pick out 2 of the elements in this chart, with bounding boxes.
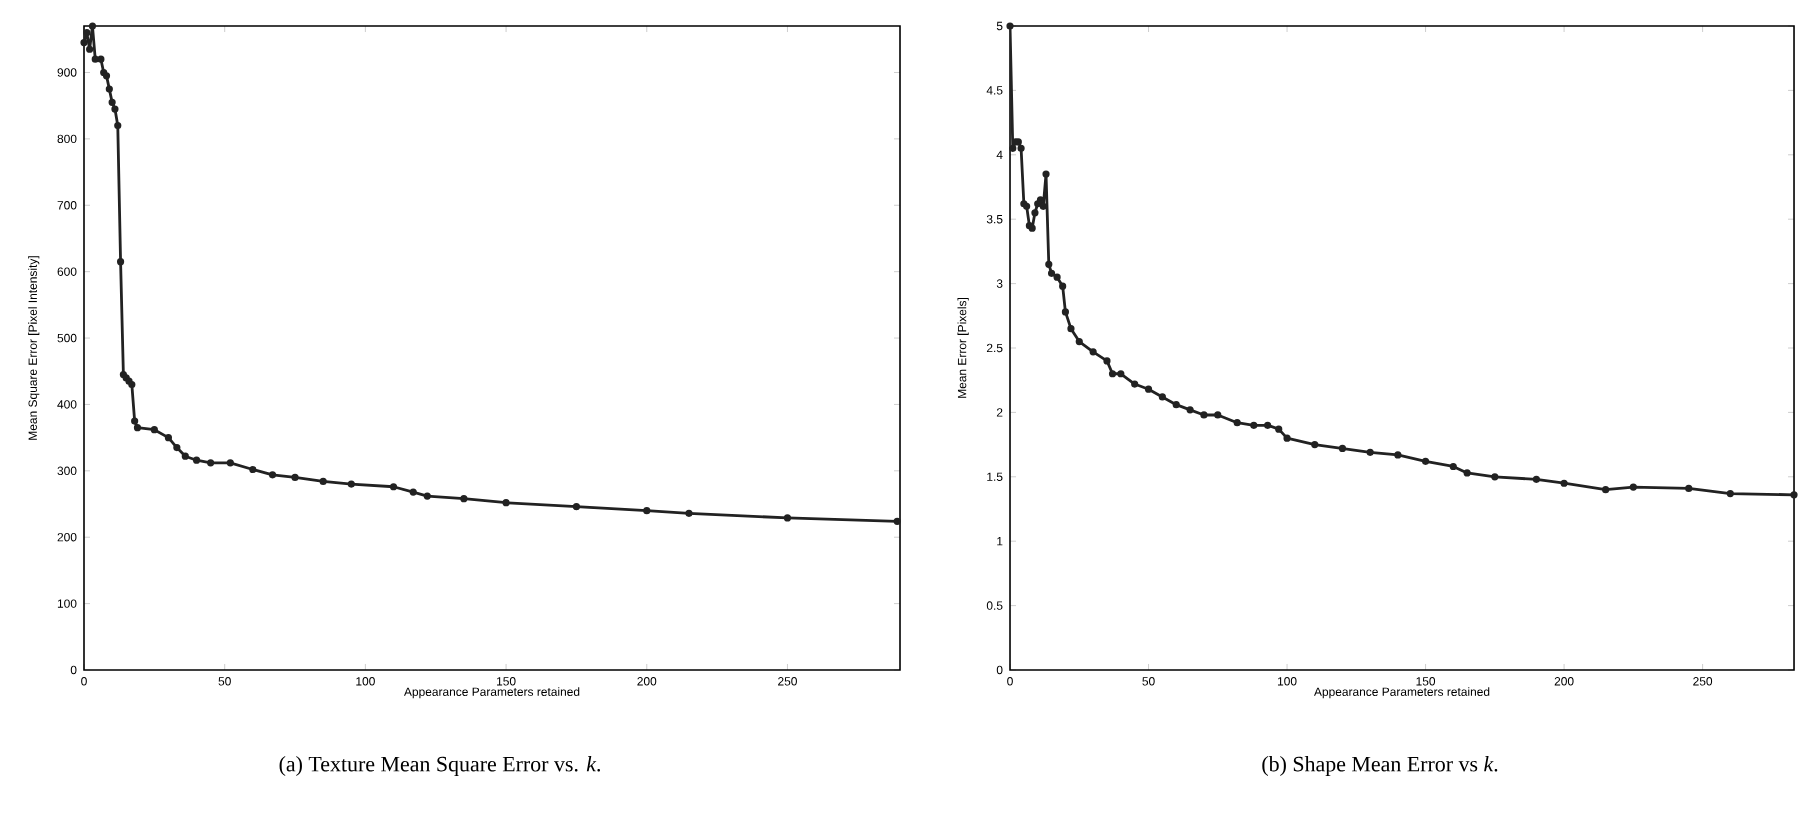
- text: (a) Texture Mean Square Error vs. k.: [279, 756, 600, 776]
- text: (b) Shape Mean Error vs k.: [1262, 756, 1498, 776]
